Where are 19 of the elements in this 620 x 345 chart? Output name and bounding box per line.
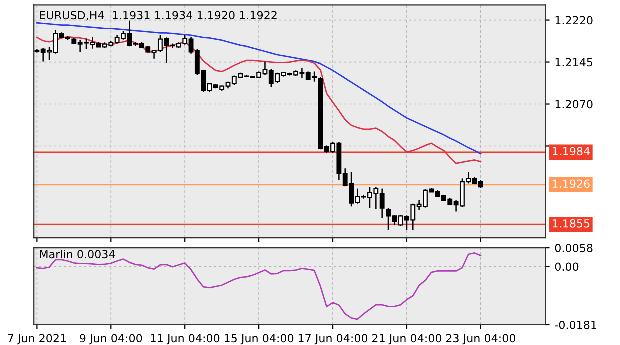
x-tick-label: 15 Jun 04:00	[224, 334, 294, 345]
x-tick-label: 9 Jun 04:00	[80, 334, 142, 345]
x-tick-label: 21 Jun 04:00	[372, 334, 442, 345]
ref-line-label: 1.1855	[552, 219, 590, 228]
line-series	[36, 22, 482, 155]
y-tick-label: 1.2145	[556, 58, 593, 67]
ref-line-label: 1.1984	[552, 147, 590, 156]
x-tick-label: 11 Jun 04:00	[151, 334, 220, 345]
y-tick-label: 1.2070	[556, 100, 593, 109]
y-tick-label: 1.2220	[556, 16, 593, 25]
x-tick-label: 7 Jun 2021	[8, 334, 66, 345]
ref-line-label: 1.1926	[552, 180, 590, 188]
chart-title: Marlin 0.0034	[40, 250, 116, 259]
x-tick-label: 17 Jun 04:00	[298, 334, 368, 345]
x-tick-label: 23 Jun 04:00	[446, 334, 516, 345]
y-tick-label: -0.0181	[555, 320, 596, 330]
y-tick-label: 0.0058	[555, 244, 593, 252]
chart-title: EURUSD,H4 1.1931 1.1934 1.1920 1.1922	[40, 11, 277, 21]
y-tick-label: 0.00	[555, 262, 579, 272]
